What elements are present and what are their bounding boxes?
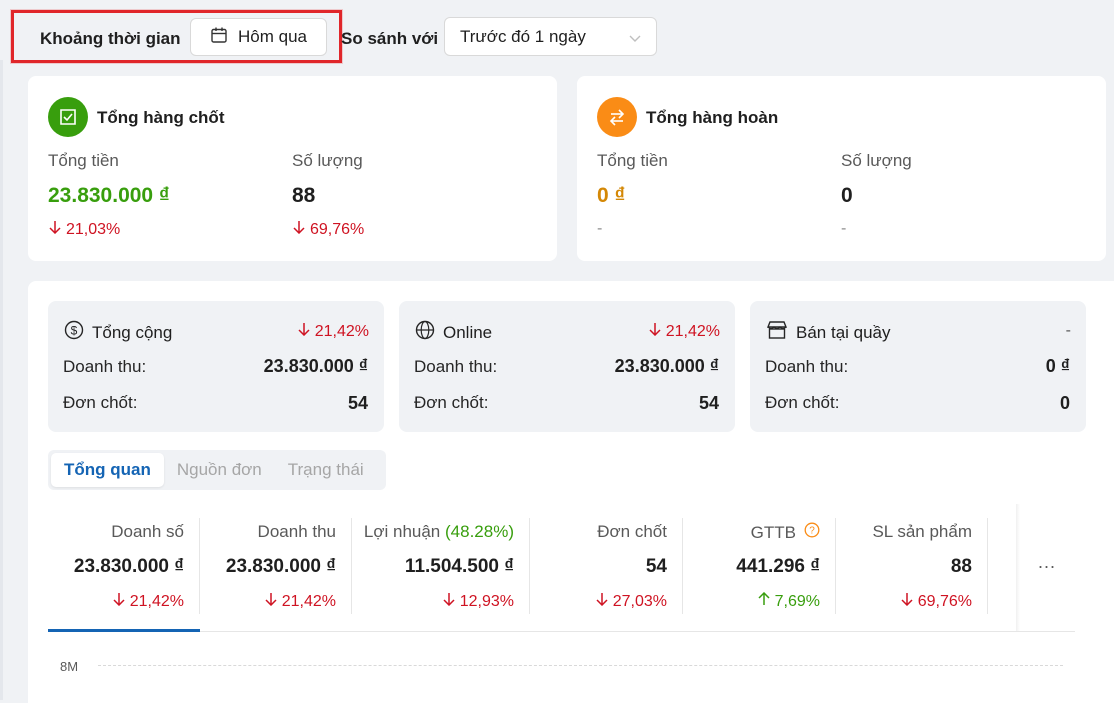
closed-order-icon xyxy=(48,97,88,137)
orders-value: 54 xyxy=(347,393,368,413)
chart-gridline xyxy=(98,665,1063,666)
closed-title: Tổng hàng chốt xyxy=(97,108,225,127)
view-tabs: Tổng quan Nguồn đơn Trạng thái xyxy=(48,450,386,490)
metric-revenue[interactable]: Doanh thu 23.830.000 ₫ 21,42% xyxy=(200,518,352,614)
globe-icon xyxy=(415,320,435,345)
channel-title: Online xyxy=(443,322,493,342)
returned-title: Tổng hàng hoàn xyxy=(646,108,779,127)
revenue-label: Doanh thu: xyxy=(63,357,147,376)
returned-amount-label: Tổng tiền xyxy=(597,151,668,170)
period-label: Khoảng thời gian xyxy=(40,29,181,48)
chart-ytick: 8M xyxy=(60,659,79,674)
metric-avg-order-value[interactable]: GTTB ? 441.296 ₫ 7,69% xyxy=(683,518,836,614)
closed-qty-label: Số lượng xyxy=(292,151,363,170)
orders-value: 54 xyxy=(698,393,719,413)
closed-qty-delta: 69,76% xyxy=(292,220,364,239)
arrow-down-icon xyxy=(48,220,62,239)
chevron-down-icon xyxy=(628,30,642,50)
arrow-down-icon xyxy=(648,322,662,341)
profit-margin: (48.28%) xyxy=(445,522,514,541)
orders-label: Đơn chốt: xyxy=(414,393,489,412)
dollar-circle-icon: $ xyxy=(64,320,84,345)
tab-order-source[interactable]: Nguồn đơn xyxy=(176,460,262,479)
revenue-label: Doanh thu: xyxy=(414,357,498,376)
orders-value: 0 xyxy=(1059,393,1070,413)
closed-amount-delta: 21,03% xyxy=(48,220,120,239)
period-picker-button[interactable]: Hôm qua xyxy=(190,18,327,56)
revenue-value: 23.830.000 ₫ xyxy=(263,356,368,376)
closed-amount-label: Tổng tiền xyxy=(48,151,119,170)
arrow-down-icon xyxy=(900,592,914,611)
channel-title: Tổng cộng xyxy=(92,322,173,342)
channel-delta: 21,42% xyxy=(297,322,369,341)
svg-text:?: ? xyxy=(809,526,815,537)
orders-label: Đơn chốt: xyxy=(63,393,138,412)
metric-profit[interactable]: Lợi nhuận (48.28%) 11.504.500 ₫ 12,93% xyxy=(352,518,530,614)
scroll-shadow xyxy=(1016,504,1020,632)
compare-value: Trước đó 1 ngày xyxy=(460,26,586,46)
channel-card-online: Online 21,42% Doanh thu: 23.830.000 ₫ Đơ… xyxy=(399,301,735,432)
left-edge-divider xyxy=(0,60,3,700)
metrics-divider xyxy=(48,631,1075,632)
filter-bar: Khoảng thời gian Hôm qua So sánh với Trư… xyxy=(0,0,1114,70)
returned-qty-delta: - xyxy=(841,220,847,237)
svg-text:$: $ xyxy=(71,324,78,338)
returned-summary-card: Tổng hàng hoàn Tổng tiền 0 ₫ - Số lượng … xyxy=(577,76,1106,261)
highlight-box xyxy=(11,10,342,63)
active-metric-indicator xyxy=(48,629,200,632)
more-metrics-button[interactable]: ... xyxy=(1038,552,1057,572)
revenue-value: 23.830.000 ₫ xyxy=(614,356,719,376)
returned-qty-label: Số lượng xyxy=(841,151,912,170)
tab-overview[interactable]: Tổng quan xyxy=(51,453,164,487)
channel-delta: - xyxy=(1065,322,1071,339)
channel-card-total: $ Tổng cộng 21,42% Doanh thu: 23.830.000… xyxy=(48,301,384,432)
tab-status[interactable]: Trạng thái xyxy=(287,460,364,479)
channel-card-store: Bán tại quầy - Doanh thu: 0 ₫ Đơn chốt: … xyxy=(750,301,1086,432)
store-icon xyxy=(766,320,788,345)
arrow-down-icon xyxy=(112,592,126,611)
closed-qty-value: 88 xyxy=(292,184,316,207)
arrow-down-icon xyxy=(297,322,311,341)
revenue-label: Doanh thu: xyxy=(765,357,849,376)
channel-title: Bán tại quầy xyxy=(796,322,891,342)
returned-amount-delta: - xyxy=(597,220,603,237)
orders-label: Đơn chốt: xyxy=(765,393,840,412)
closed-summary-card: Tổng hàng chốt Tổng tiền 23.830.000 ₫ 21… xyxy=(28,76,557,261)
swap-icon xyxy=(597,97,637,137)
help-icon[interactable]: ? xyxy=(804,522,820,543)
metric-closed-orders[interactable]: Đơn chốt 54 27,03% xyxy=(530,518,683,614)
arrow-down-icon xyxy=(442,592,456,611)
revenue-value: 0 ₫ xyxy=(1045,356,1070,376)
returned-qty-value: 0 xyxy=(841,184,853,207)
arrow-up-icon xyxy=(757,591,771,611)
compare-label: So sánh với xyxy=(341,29,439,48)
compare-select[interactable]: Trước đó 1 ngày xyxy=(444,17,657,56)
closed-amount-value: 23.830.000 ₫ xyxy=(48,184,170,207)
returned-amount-value: 0 ₫ xyxy=(597,184,626,207)
channel-delta: 21,42% xyxy=(648,322,720,341)
arrow-down-icon xyxy=(292,220,306,239)
calendar-icon xyxy=(210,26,228,49)
arrow-down-icon xyxy=(595,592,609,611)
metric-sales[interactable]: Doanh số 23.830.000 ₫ 21,42% xyxy=(48,518,200,614)
arrow-down-icon xyxy=(264,592,278,611)
period-value: Hôm qua xyxy=(238,27,307,46)
metric-product-qty[interactable]: SL sản phẩm 88 69,76% xyxy=(836,518,988,614)
